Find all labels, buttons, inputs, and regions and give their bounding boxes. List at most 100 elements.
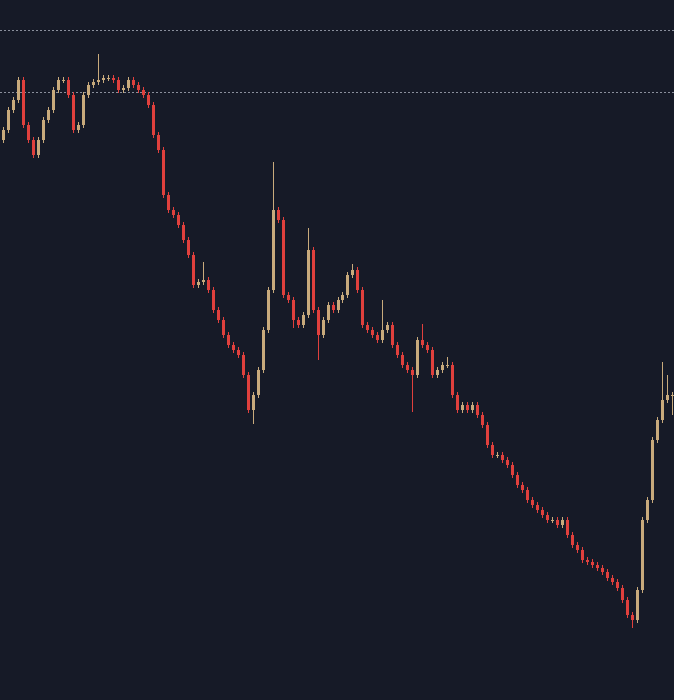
candle-body: [32, 140, 35, 155]
candle-body: [142, 90, 145, 95]
candle-body: [297, 320, 300, 325]
candle-body: [566, 520, 569, 535]
candle-body: [137, 85, 140, 90]
candle-body: [312, 250, 315, 310]
candle-body: [7, 110, 10, 130]
candle-body: [102, 78, 105, 80]
candle-body: [461, 405, 464, 410]
candle-body: [272, 210, 275, 290]
candle-body: [516, 475, 519, 485]
candle-body: [282, 220, 285, 295]
candle-body: [531, 500, 534, 505]
candle-body: [341, 295, 344, 300]
candle-body: [277, 210, 280, 220]
candle-body: [27, 125, 30, 140]
candle-body: [172, 210, 175, 215]
candle-body: [167, 195, 170, 210]
candle-body: [307, 250, 310, 315]
candle-body: [376, 335, 379, 340]
candle-body: [112, 78, 115, 80]
candle-body: [671, 395, 674, 396]
candle-body: [631, 615, 634, 620]
candle-body: [586, 560, 589, 562]
candle-body: [37, 140, 40, 155]
candle-body: [541, 510, 544, 515]
candle-body: [636, 590, 639, 620]
candle-body: [107, 78, 110, 79]
candle-body: [356, 270, 359, 290]
candle-body: [626, 600, 629, 615]
candle-body: [332, 305, 335, 310]
candle-body: [446, 365, 449, 366]
candle-body: [351, 270, 354, 275]
candle-body: [222, 320, 225, 335]
candle-body: [317, 310, 320, 335]
candle-body: [401, 355, 404, 365]
candle-body: [67, 80, 70, 95]
candle-body: [361, 290, 364, 325]
candle-body: [182, 225, 185, 240]
candle-body: [581, 550, 584, 560]
candle-body: [366, 325, 369, 330]
candle-body: [551, 520, 554, 521]
candle-body: [441, 365, 444, 370]
candle-body: [267, 290, 270, 330]
candle-body: [576, 545, 579, 550]
candle-body: [2, 130, 5, 140]
candle-body: [337, 300, 340, 310]
candle-body: [536, 505, 539, 510]
candle-body: [481, 415, 484, 425]
candle-body: [77, 125, 80, 130]
candle-body: [436, 370, 439, 375]
candle-body: [217, 310, 220, 320]
candle-body: [661, 400, 664, 420]
candle-body: [252, 395, 255, 410]
candle-body: [247, 375, 250, 410]
candle-body: [322, 320, 325, 335]
candle-body: [157, 135, 160, 150]
candle-body: [386, 325, 389, 330]
candle-body: [57, 80, 60, 90]
candle-body: [371, 330, 374, 335]
candle-body: [92, 82, 95, 85]
candle-body: [292, 300, 295, 320]
candle-body: [302, 315, 305, 325]
candle-body: [611, 578, 614, 582]
candle-body: [232, 345, 235, 350]
candle-body: [621, 588, 624, 600]
candle-body: [152, 105, 155, 135]
candle-body: [391, 325, 394, 345]
candle-body: [127, 80, 130, 88]
candle-body: [346, 275, 349, 295]
candle-body: [596, 565, 599, 568]
candle-body: [411, 370, 414, 375]
candle-body: [162, 150, 165, 195]
candle-body: [262, 330, 265, 370]
candle-body: [556, 520, 559, 525]
candle-body: [561, 520, 564, 525]
candle-body: [47, 110, 50, 120]
candle-body: [646, 500, 649, 520]
candle-body: [591, 562, 594, 565]
candle-body: [287, 295, 290, 300]
candle-body: [212, 290, 215, 310]
candle-body: [202, 280, 205, 282]
candle-body: [227, 335, 230, 345]
candle-body: [62, 80, 65, 81]
candle-body: [22, 80, 25, 125]
candle-body: [426, 345, 429, 350]
candle-body: [511, 465, 514, 475]
candle-body: [381, 330, 384, 340]
candle-body: [12, 100, 15, 110]
candle-body: [546, 515, 549, 520]
candle-body: [82, 95, 85, 125]
candle-body: [476, 405, 479, 415]
candle-body: [242, 355, 245, 375]
candle-body: [177, 215, 180, 225]
candle-body: [17, 80, 20, 100]
candle-body: [656, 420, 659, 440]
candle-body: [606, 572, 609, 578]
candle-body: [451, 365, 454, 395]
